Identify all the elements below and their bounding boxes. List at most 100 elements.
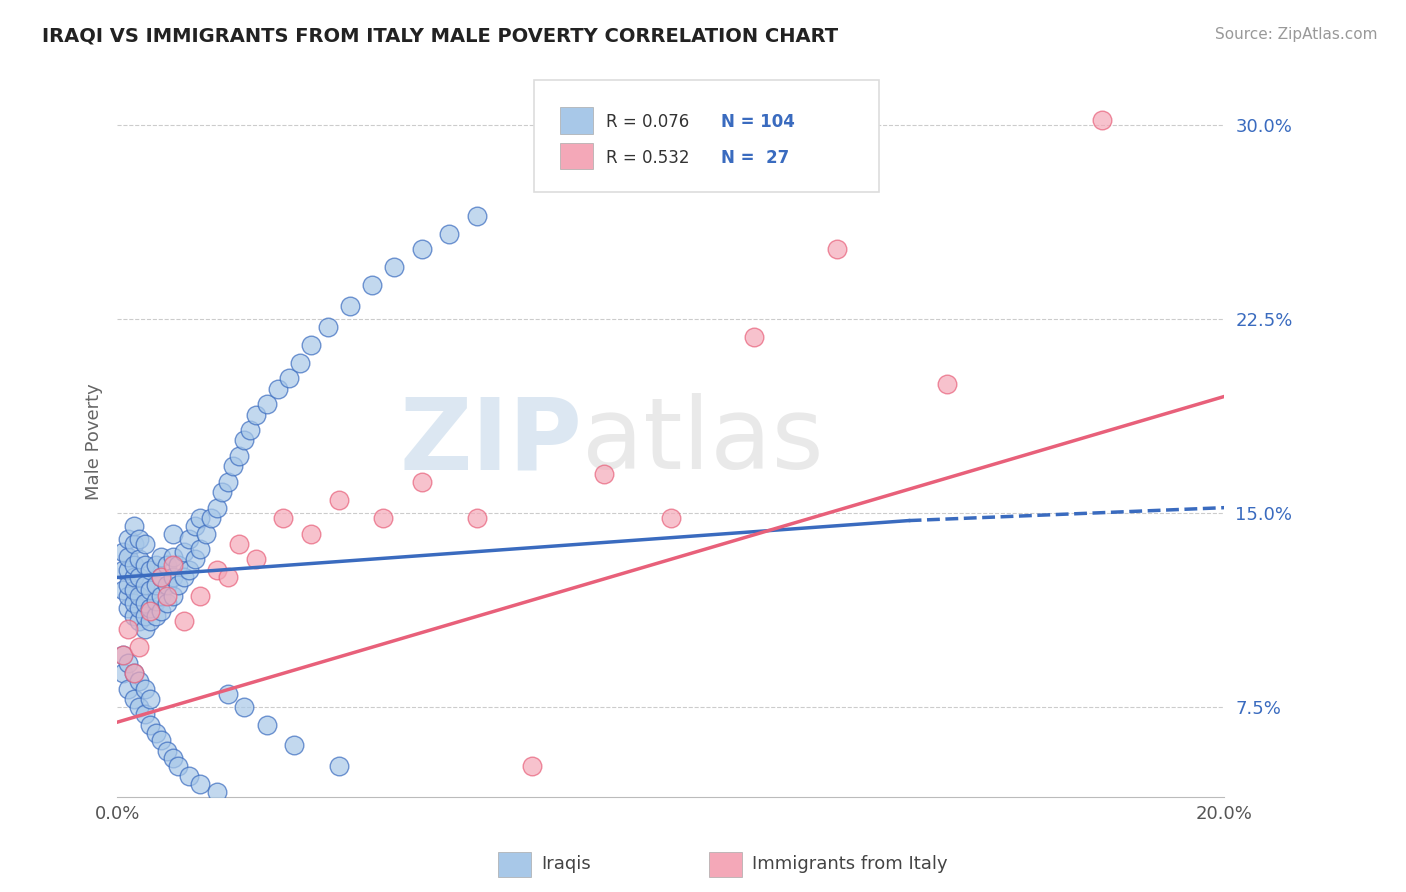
Text: N =  27: N = 27 (721, 149, 790, 167)
Point (134, 578, 156, 592)
Point (162, 570, 184, 584)
Point (128, 673, 150, 688)
Point (162, 751, 184, 765)
Point (411, 475, 433, 489)
Point (128, 601, 150, 615)
Point (183, 552, 205, 566)
Point (156, 578, 179, 592)
Point (339, 299, 361, 313)
Point (134, 537, 156, 551)
Point (150, 733, 173, 747)
Point (145, 558, 167, 572)
Point (134, 707, 156, 722)
Point (188, 777, 211, 791)
Point (139, 604, 162, 618)
Point (122, 609, 145, 624)
Point (194, 526, 217, 541)
Point (128, 615, 150, 629)
Point (145, 593, 167, 607)
Point (139, 692, 162, 706)
Point (465, 511, 488, 525)
Point (188, 589, 211, 603)
Point (111, 544, 134, 558)
Point (205, 500, 228, 515)
Point (245, 408, 267, 422)
Point (139, 563, 162, 577)
Point (183, 518, 205, 533)
Point (316, 319, 339, 334)
Point (179, 769, 201, 783)
Point (117, 589, 139, 603)
Point (134, 622, 156, 636)
Point (277, 371, 299, 385)
Point (122, 692, 145, 706)
Point (145, 725, 167, 739)
Point (742, 330, 765, 344)
Point (134, 681, 156, 696)
Point (139, 583, 162, 598)
Point (150, 604, 173, 618)
Point (150, 589, 173, 603)
Point (128, 589, 150, 603)
Point (117, 656, 139, 670)
Point (200, 511, 222, 525)
Point (122, 518, 145, 533)
Point (122, 583, 145, 598)
Point (134, 558, 156, 572)
Point (256, 718, 278, 732)
Text: Source: ZipAtlas.com: Source: ZipAtlas.com (1215, 27, 1378, 42)
Point (167, 759, 190, 773)
Point (360, 278, 382, 293)
Point (659, 511, 682, 525)
Point (328, 759, 350, 773)
Point (825, 242, 848, 256)
Point (245, 552, 267, 566)
Point (145, 578, 167, 592)
Point (205, 563, 228, 577)
Point (128, 699, 150, 714)
Point (233, 699, 256, 714)
Point (145, 609, 167, 624)
Point (122, 558, 145, 572)
Point (117, 578, 139, 592)
Point (117, 601, 139, 615)
Point (222, 459, 245, 474)
Point (111, 563, 134, 577)
Text: Iraqis: Iraqis (541, 855, 591, 873)
Point (156, 744, 179, 758)
Point (128, 640, 150, 655)
Point (288, 356, 311, 370)
Point (271, 511, 294, 525)
Text: atlas: atlas (582, 393, 824, 491)
Point (150, 570, 173, 584)
Point (128, 552, 150, 566)
Point (162, 549, 184, 564)
Point (117, 549, 139, 564)
Point (139, 615, 162, 629)
Point (283, 739, 305, 753)
Point (239, 423, 262, 437)
Text: IRAQI VS IMMIGRANTS FROM ITALY MALE POVERTY CORRELATION CHART: IRAQI VS IMMIGRANTS FROM ITALY MALE POVE… (42, 27, 838, 45)
Text: R = 0.532: R = 0.532 (606, 149, 689, 167)
Point (179, 563, 201, 577)
Point (228, 537, 250, 551)
Text: R = 0.076: R = 0.076 (606, 113, 689, 131)
Point (122, 537, 145, 551)
Point (593, 467, 616, 481)
Text: N = 104: N = 104 (721, 113, 796, 131)
Point (139, 718, 162, 732)
Point (128, 532, 150, 546)
Text: Immigrants from Italy: Immigrants from Italy (752, 855, 948, 873)
Point (522, 759, 544, 773)
Point (156, 589, 179, 603)
Point (122, 570, 145, 584)
Point (111, 648, 134, 662)
Point (122, 596, 145, 610)
Point (173, 615, 195, 629)
Point (111, 648, 134, 662)
Point (128, 570, 150, 584)
Point (328, 492, 350, 507)
Point (117, 622, 139, 636)
Point (111, 583, 134, 598)
Point (233, 434, 256, 448)
